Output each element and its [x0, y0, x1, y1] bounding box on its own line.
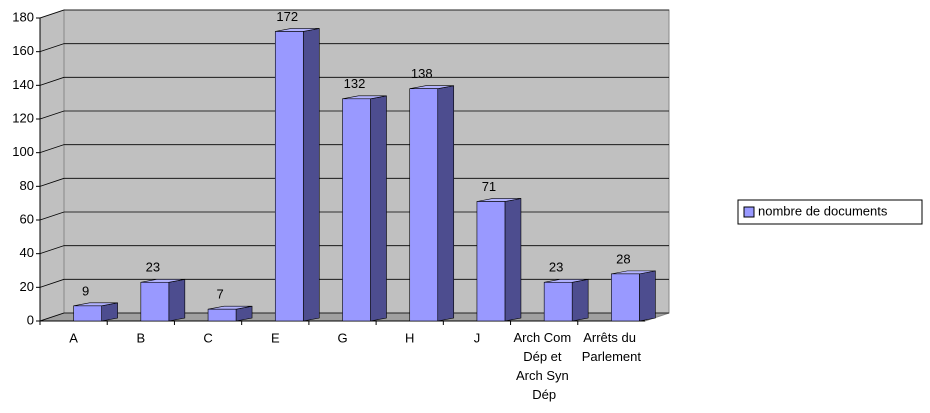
- bar: [207, 305, 253, 322]
- value-label: 28: [616, 251, 630, 266]
- y-tick-label: 40: [20, 245, 34, 260]
- x-tick-label: Arrêts du Parlement: [582, 330, 642, 364]
- value-label: 132: [344, 76, 366, 91]
- bar: [73, 302, 118, 322]
- x-tick-label: C: [203, 330, 212, 345]
- bar-side: [370, 95, 387, 322]
- value-label: 172: [276, 9, 298, 24]
- bar: [611, 270, 656, 322]
- bar-front: [140, 281, 170, 322]
- bar-side: [437, 85, 455, 322]
- value-label: 71: [482, 179, 496, 194]
- x-tick-line: Dép: [532, 387, 556, 402]
- bar-front: [73, 305, 102, 322]
- bar-front: [409, 88, 439, 322]
- bar-side: [168, 278, 186, 322]
- x-tick-label: Arch Com Dép et Arch Syn Dép: [513, 330, 574, 402]
- value-label: 23: [146, 260, 160, 275]
- grid-line: [39, 278, 669, 288]
- value-label: 138: [411, 66, 433, 81]
- bar: [543, 278, 589, 322]
- grid-line: [39, 245, 669, 255]
- bar: [274, 28, 320, 322]
- grid-line: [39, 312, 669, 322]
- bar-front: [274, 31, 304, 322]
- y-tick-label: 160: [12, 43, 34, 58]
- y-tick-label: 120: [12, 110, 34, 125]
- value-label: 7: [216, 287, 223, 302]
- y-tick-label: 180: [12, 9, 34, 24]
- grid-line: [39, 110, 669, 120]
- y-tick-label: 80: [20, 178, 34, 193]
- grid-line: [39, 177, 669, 187]
- x-tick-line: Arrêts du: [583, 330, 639, 345]
- legend-box: [737, 199, 923, 225]
- y-tick-label: 0: [27, 312, 34, 327]
- y-tick-label: 20: [20, 279, 34, 294]
- bar-front: [207, 308, 237, 322]
- y-tick-label: 100: [12, 144, 34, 159]
- value-label: 23: [549, 260, 563, 275]
- bar: [140, 278, 186, 322]
- bar-front: [611, 273, 640, 322]
- bar-side: [504, 198, 522, 322]
- y-tick-label: 60: [20, 211, 34, 226]
- bar-side: [302, 28, 320, 322]
- x-tick-label: G: [337, 330, 347, 345]
- x-tick-line: Dép et: [523, 349, 565, 364]
- bar-front: [543, 281, 573, 322]
- x-tick-label: H: [405, 330, 414, 345]
- legend-swatch: [743, 206, 755, 218]
- grid-line: [39, 9, 669, 19]
- x-tick-line: Arch Syn: [516, 368, 572, 383]
- x-tick-line: Arch Com: [513, 330, 574, 345]
- bar-front: [342, 98, 371, 322]
- grid-line: [39, 76, 669, 86]
- grid-line: [39, 144, 669, 154]
- bar: [342, 95, 387, 322]
- bar-side: [571, 278, 589, 322]
- x-tick-label: A: [69, 330, 78, 345]
- legend-label: nombre de documents: [758, 203, 888, 218]
- y-tick-label: 140: [12, 77, 34, 92]
- x-tick-label: J: [474, 330, 481, 345]
- x-tick-label: E: [271, 330, 280, 345]
- grid-line: [39, 43, 669, 53]
- value-label: 9: [82, 283, 89, 298]
- bar-side: [639, 270, 656, 322]
- bar-front: [476, 201, 506, 322]
- side-wall: [39, 9, 65, 322]
- x-tick-line: Parlement: [582, 349, 642, 364]
- bar: [476, 198, 522, 322]
- bar: [409, 85, 455, 322]
- grid-line: [39, 211, 669, 221]
- x-tick-label: B: [136, 330, 145, 345]
